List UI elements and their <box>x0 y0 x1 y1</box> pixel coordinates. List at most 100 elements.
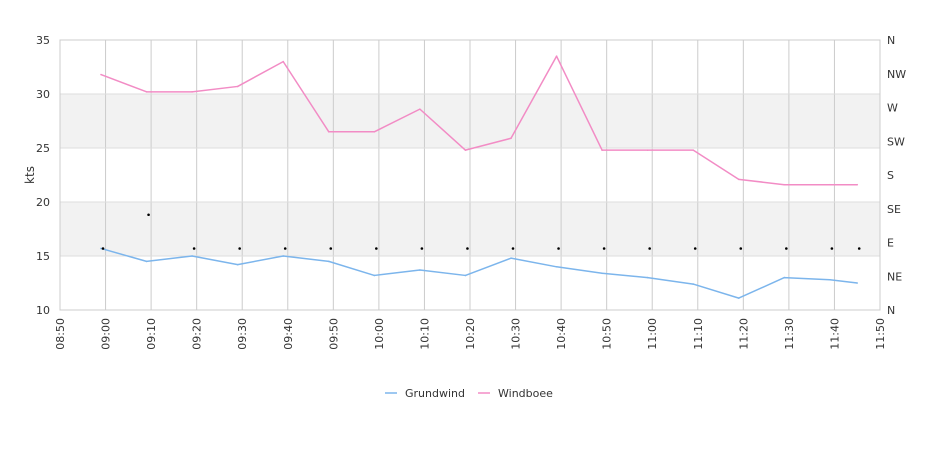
x-tick-label: 10:30 <box>510 318 523 350</box>
data-point <box>737 178 740 181</box>
data-point <box>555 55 558 57</box>
data-point <box>100 247 102 250</box>
y-tick-label: 30 <box>36 88 50 101</box>
data-point <box>510 137 512 140</box>
y-tick-label: 35 <box>36 34 50 47</box>
direction-marker <box>192 247 196 250</box>
data-point <box>373 274 376 277</box>
data-point <box>282 60 285 63</box>
x-tick-label: 10:50 <box>601 318 614 350</box>
data-point <box>829 183 831 186</box>
plot-area <box>59 39 881 311</box>
x-tick-label: 10:10 <box>418 318 431 350</box>
data-point <box>464 274 467 277</box>
x-tick-label: 11:50 <box>874 318 887 350</box>
x-tick-label: 09:10 <box>145 318 158 350</box>
y-tick-label: 10 <box>36 304 50 317</box>
direction-tick-label: W <box>887 102 898 115</box>
data-point <box>783 183 786 186</box>
y-axis-label: kts <box>23 166 37 184</box>
direction-tick-label: SE <box>887 203 901 216</box>
data-point <box>692 283 695 285</box>
x-axis-ticks: 08:50 09:00 09:10 09:20 09:30 09:40 09:50 10:00… <box>54 318 887 350</box>
x-tick-label: 11:30 <box>783 318 796 350</box>
direction-marker <box>648 247 651 250</box>
x-tick-label: 11:10 <box>692 318 705 350</box>
data-point <box>419 108 421 110</box>
data-point <box>601 272 603 275</box>
data-point <box>601 149 603 151</box>
data-point <box>646 276 649 279</box>
direction-marker <box>283 247 287 250</box>
direction-marker <box>857 247 861 250</box>
data-point <box>646 149 649 151</box>
y-tick-label: 15 <box>36 250 50 263</box>
data-point <box>510 257 512 259</box>
data-point <box>100 73 102 76</box>
x-tick-label: 11:40 <box>828 318 841 350</box>
x-tick-label: 09:50 <box>327 318 340 350</box>
data-point <box>282 255 285 257</box>
data-point <box>145 260 148 263</box>
series-lines <box>100 55 859 299</box>
legend-item-windboee[interactable]: Windboee <box>478 387 553 400</box>
direction-tick-label: N <box>887 304 895 317</box>
direction-markers <box>101 213 861 250</box>
data-point <box>829 278 831 281</box>
direction-tick-label: NW <box>887 68 906 81</box>
x-tick-label: 10:40 <box>555 318 568 350</box>
legend-label: Windboee <box>498 387 553 400</box>
direction-tick-label: SW <box>887 135 905 148</box>
x-tick-label: 10:00 <box>373 318 386 350</box>
legend: Grundwind Windboee <box>385 387 553 400</box>
series-line-grundwind <box>100 247 858 299</box>
direction-marker <box>602 247 606 250</box>
y-axis-ticks: 10 15 20 25 30 35 <box>36 34 50 317</box>
direction-marker <box>329 247 333 250</box>
y-tick-label: 20 <box>36 196 50 209</box>
data-point <box>236 85 239 88</box>
data-point <box>464 149 467 151</box>
direction-axis-ticks: N NE E SE S SW W NW N <box>887 34 906 317</box>
x-tick-label: 09:20 <box>191 318 204 350</box>
legend-item-grundwind[interactable]: Grundwind <box>385 387 465 400</box>
data-point <box>145 91 148 93</box>
y-tick-label: 25 <box>36 142 50 155</box>
direction-tick-label: S <box>887 169 894 182</box>
data-point <box>373 131 376 133</box>
x-tick-label: 11:20 <box>737 318 750 350</box>
x-tick-label: 09:30 <box>236 318 249 350</box>
series-line-windboee <box>100 55 858 186</box>
legend-label: Grundwind <box>405 387 465 400</box>
direction-tick-label: NE <box>887 270 902 283</box>
direction-marker <box>557 247 560 250</box>
data-point <box>856 282 859 284</box>
data-point <box>692 149 695 151</box>
x-tick-label: 11:00 <box>646 318 659 350</box>
data-point <box>856 183 859 186</box>
direction-marker <box>511 247 515 250</box>
x-tick-label: 08:50 <box>54 318 67 350</box>
data-point <box>327 260 330 263</box>
direction-marker <box>101 247 105 250</box>
data-point <box>236 263 239 266</box>
direction-marker <box>420 247 424 250</box>
x-tick-label: 10:20 <box>464 318 477 350</box>
x-tick-label: 09:40 <box>282 318 295 350</box>
x-tick-label: 09:00 <box>100 318 113 350</box>
direction-marker <box>466 247 469 250</box>
direction-marker <box>785 247 788 250</box>
direction-marker <box>693 247 697 250</box>
direction-marker <box>830 247 834 250</box>
direction-marker <box>739 247 743 250</box>
data-point <box>555 266 558 268</box>
data-point <box>327 131 330 133</box>
direction-marker <box>147 213 150 217</box>
data-point <box>191 255 193 257</box>
vertical-grid <box>59 40 881 310</box>
direction-marker <box>238 247 241 250</box>
data-point <box>191 91 193 93</box>
direction-marker <box>375 247 378 250</box>
direction-tick-label: N <box>887 34 895 47</box>
